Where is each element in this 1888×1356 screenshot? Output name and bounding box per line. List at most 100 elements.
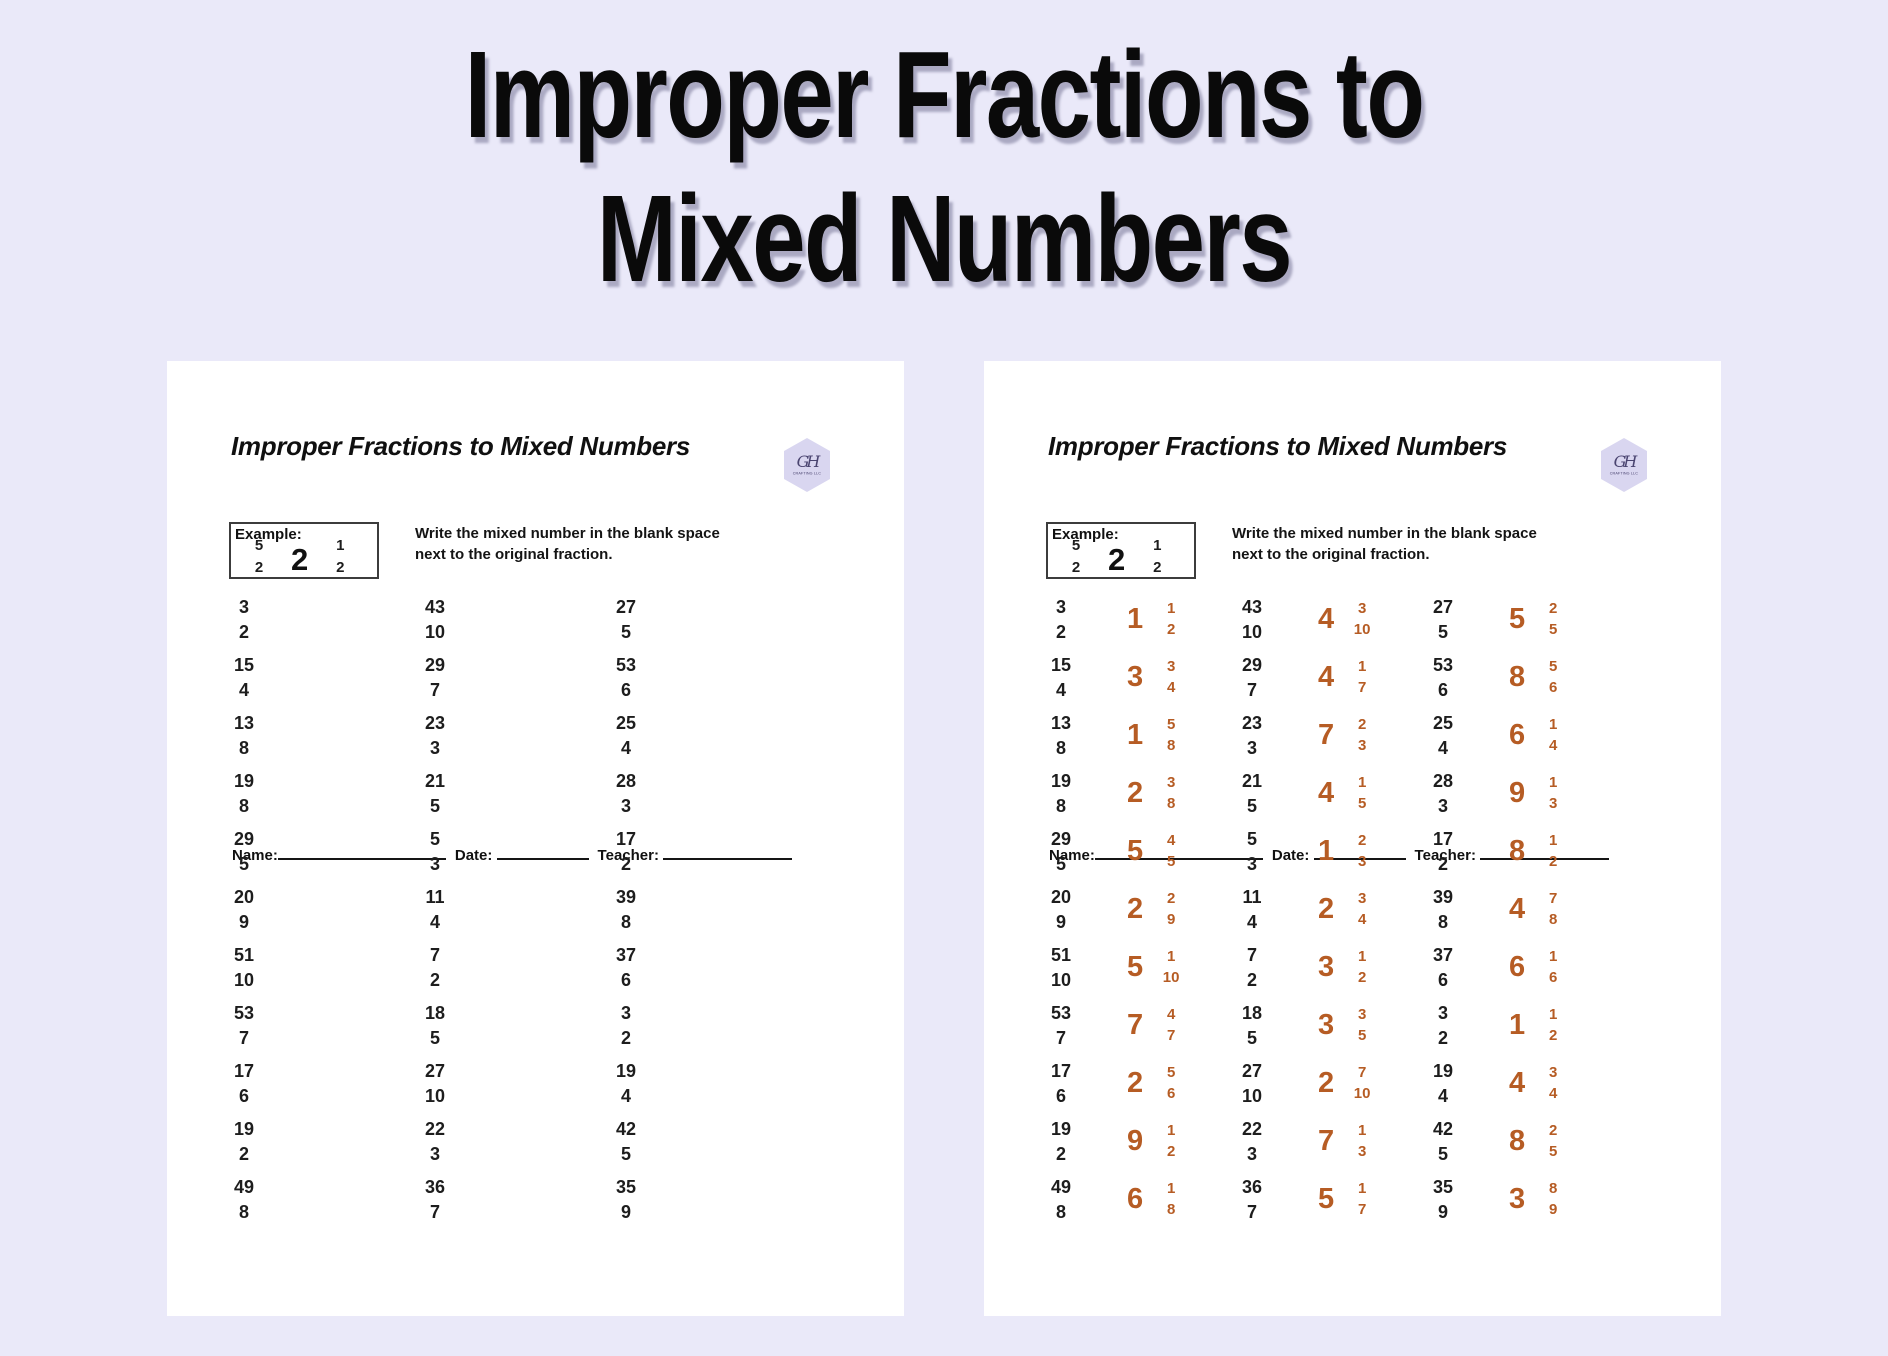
problem-fraction-r3-c1: 13 8 <box>216 714 272 757</box>
fraction-numerator: 2 <box>1548 1122 1558 1139</box>
fraction-denominator: 5 <box>1357 795 1367 812</box>
fraction-numerator: 21 <box>424 770 446 791</box>
problem-fraction-r6-c3: 39 8 <box>1415 888 1471 931</box>
problem-row: 15 4 29 7 53 6 <box>216 648 654 706</box>
header-fields: Name: Date: Teacher: <box>1049 847 1610 864</box>
example-result-fraction: 1 2 <box>1153 537 1162 576</box>
fraction-numerator: 7 <box>429 944 440 965</box>
problem-fraction-r4-c2: 21 5 <box>1224 772 1280 815</box>
answer-fraction: 3 10 <box>1342 601 1382 637</box>
problems-grid: 3 2 43 10 27 5 15 4 29 7 53 6 13 8 23 3 25 4 19 8 21 5 28 3 29 5 5… <box>216 590 654 1228</box>
fraction-denominator: 2 <box>1055 621 1066 642</box>
fraction-denominator: 4 <box>1437 1085 1448 1106</box>
fraction-denominator: 2 <box>429 969 440 990</box>
problem-fraction-r10-c2: 22 3 <box>1224 1120 1280 1163</box>
fraction-denominator: 9 <box>620 1201 631 1222</box>
fraction-numerator: 28 <box>615 770 637 791</box>
problem-fraction-r6-c3: 39 8 <box>598 888 654 931</box>
fraction-numerator: 3 <box>1357 890 1367 907</box>
brand-logo: GH CRAFTING LLC <box>1601 438 1647 492</box>
fraction-denominator: 5 <box>1437 1143 1448 1164</box>
fraction-numerator: 5 <box>1246 828 1257 849</box>
fraction-numerator: 15 <box>233 654 255 675</box>
problem-fraction-r5-c3: 17 2 <box>598 830 654 873</box>
fraction-numerator: 7 <box>1357 1064 1367 1081</box>
fraction-denominator: 5 <box>429 795 440 816</box>
fraction-numerator: 1 <box>1166 600 1176 617</box>
fraction-denominator: 3 <box>1357 737 1367 754</box>
fraction-numerator: 1 <box>1357 948 1367 965</box>
fraction-denominator: 4 <box>1246 911 1257 932</box>
fraction-denominator: 5 <box>1548 1143 1558 1160</box>
fraction-numerator: 37 <box>1432 944 1454 965</box>
problem-fraction-r6-c1: 20 9 <box>1033 888 1089 931</box>
fraction-numerator: 1 <box>1548 774 1558 791</box>
fraction-denominator: 3 <box>429 853 440 874</box>
fraction-denominator: 5 <box>238 853 249 874</box>
problem-fraction-r5-c1: 29 5 <box>216 830 272 873</box>
fraction-numerator: 19 <box>1050 1118 1072 1139</box>
fraction-numerator: 3 <box>620 1002 631 1023</box>
answer-whole-number: 1 <box>1127 602 1144 635</box>
answer-whole-number: 8 <box>1509 834 1526 867</box>
problem-row: 17 6 2 5 6 27 10 2 7 10 19 4 4 3 4 <box>1033 1054 1589 1112</box>
fraction-denominator: 7 <box>1357 1201 1367 1218</box>
fraction-numerator: 3 <box>1548 1064 1558 1081</box>
fraction-denominator: 10 <box>1353 1085 1371 1102</box>
brand-monogram-icon: GH <box>796 451 821 471</box>
answer-whole-number: 1 <box>1127 718 1144 751</box>
fraction-denominator: 7 <box>1246 679 1257 700</box>
fraction-numerator: 3 <box>1357 1006 1367 1023</box>
fraction-denominator: 9 <box>1055 911 1066 932</box>
answer-whole-number: 6 <box>1509 718 1526 751</box>
fraction-denominator: 2 <box>1246 969 1257 990</box>
answer-whole-number: 4 <box>1509 1066 1526 1099</box>
problem-fraction-r11-c2: 36 7 <box>1224 1178 1280 1221</box>
fraction-denominator: 6 <box>620 679 631 700</box>
fraction-numerator: 1 <box>1548 1006 1558 1023</box>
fraction-denominator: 4 <box>1437 737 1448 758</box>
fraction-numerator: 19 <box>233 1118 255 1139</box>
answer-fraction: 7 10 <box>1342 1065 1382 1101</box>
fraction-numerator: 22 <box>1241 1118 1263 1139</box>
problem-row: 51 10 7 2 37 6 <box>216 938 654 996</box>
fraction-numerator: 8 <box>1548 1180 1558 1197</box>
brand-logo: GH CRAFTING LLC <box>784 438 830 492</box>
problem-fraction-r1-c2: 43 10 <box>407 598 463 641</box>
answer-whole-number: 2 <box>1318 892 1335 925</box>
answer-whole-number: 5 <box>1509 602 1526 635</box>
answer-whole-number: 7 <box>1318 718 1335 751</box>
problem-fraction-r9-c1: 17 6 <box>216 1062 272 1105</box>
instructions: Write the mixed number in the blank spac… <box>1232 525 1537 563</box>
problem-fraction-r8-c2: 18 5 <box>1224 1004 1280 1047</box>
problem-fraction-r7-c1: 51 10 <box>216 946 272 989</box>
answer-whole-number: 9 <box>1127 1124 1144 1157</box>
fraction-denominator: 7 <box>1357 679 1367 696</box>
problem-fraction-r9-c3: 19 4 <box>1415 1062 1471 1105</box>
answer-r7-c1: 5 1 10 <box>1107 949 1207 985</box>
fraction-numerator: 29 <box>1050 828 1072 849</box>
answer-whole-number: 4 <box>1509 892 1526 925</box>
problem-fraction-r2-c2: 29 7 <box>1224 656 1280 699</box>
fraction-numerator: 5 <box>1166 716 1176 733</box>
answer-whole-number: 2 <box>1127 776 1144 809</box>
